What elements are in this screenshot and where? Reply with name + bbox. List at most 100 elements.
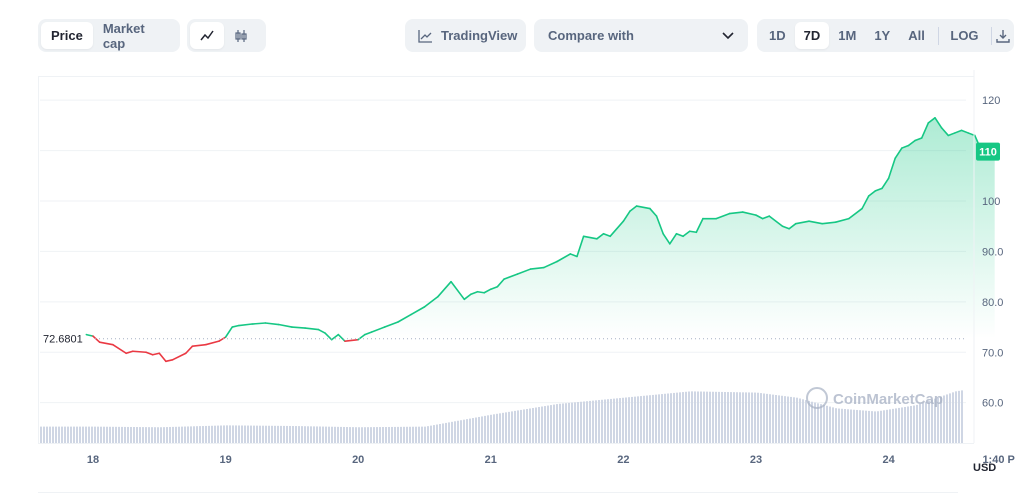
volume-bar <box>91 426 93 443</box>
price-segment-up <box>251 322 267 325</box>
price-labels: 72.6801 110 <box>43 142 1000 346</box>
volume-bar <box>598 400 600 443</box>
volume-bar <box>307 426 309 443</box>
price-segment-up <box>715 212 731 220</box>
volume-bar <box>394 426 396 443</box>
y-tick-label: 120 <box>982 95 1000 107</box>
volume-bar <box>64 426 66 443</box>
price-segment-up <box>781 225 790 230</box>
price-segment-up <box>755 214 764 220</box>
x-tick-label: 23 <box>750 454 762 466</box>
price-segment-down <box>165 359 174 363</box>
volume-bar <box>508 411 510 443</box>
volume-bar <box>214 425 216 443</box>
volume-bar <box>244 425 246 443</box>
range-1m[interactable]: 1M <box>838 28 857 43</box>
volume-bar <box>376 427 378 443</box>
range-7d[interactable]: 7D <box>794 22 830 49</box>
price-segment-up <box>655 215 664 235</box>
line-chart-icon[interactable] <box>190 22 224 49</box>
volume-bar <box>682 392 684 443</box>
price-segment-up <box>927 117 936 124</box>
volume-bar <box>544 406 546 443</box>
volume-bar <box>625 397 627 443</box>
volume-bar <box>202 426 204 443</box>
volume-bar <box>130 426 132 443</box>
volume-bar <box>724 391 726 443</box>
volume-bar <box>85 426 87 443</box>
y-tick-label: 80.0 <box>982 297 1003 309</box>
volume-bar <box>694 391 696 443</box>
range-1y[interactable]: 1Y <box>874 28 891 43</box>
compare-with-select[interactable]: Compare with <box>534 19 748 52</box>
price-segment-up <box>483 288 492 294</box>
volume-bar <box>772 394 774 443</box>
range-all[interactable]: All <box>908 28 925 43</box>
price-segment-up <box>934 117 943 129</box>
volume-bar <box>43 426 45 443</box>
volume-bar <box>655 394 657 443</box>
volume-bar <box>577 402 579 443</box>
volume-bar <box>181 426 183 443</box>
volume-bar <box>673 392 675 443</box>
candlestick-icon[interactable] <box>224 22 258 49</box>
price-segment-up <box>450 280 466 301</box>
price-tab[interactable]: Price <box>41 22 93 49</box>
volume-bar <box>199 426 201 443</box>
volume-bar <box>481 416 483 443</box>
volume-bar <box>583 401 585 443</box>
volume-bar <box>343 426 345 443</box>
range-1d[interactable]: 1D <box>769 28 786 43</box>
volume-bar <box>100 426 102 443</box>
volume-bar <box>703 391 705 443</box>
price-segment-down <box>158 352 167 363</box>
price-segment-down <box>145 351 154 356</box>
price-segment-up <box>768 215 784 228</box>
x-tick-label: 19 <box>219 454 231 466</box>
price-segment-up <box>881 177 890 190</box>
volume-bar <box>958 390 960 443</box>
volume-bar <box>445 422 447 443</box>
volume-bar <box>637 396 639 443</box>
price-segment-up <box>669 232 678 245</box>
price-segment-up <box>940 127 950 137</box>
volume-bar <box>817 403 819 443</box>
volume-bar <box>871 411 873 443</box>
volume-bar <box>136 427 138 443</box>
volume-bar <box>457 420 459 443</box>
price-segment-down <box>151 352 161 356</box>
volume-bar <box>46 426 48 443</box>
volume-bar <box>472 418 474 443</box>
volume-bar <box>55 426 57 443</box>
volume-bar <box>589 400 591 443</box>
volume-bar <box>436 424 438 443</box>
volume-bar <box>799 398 801 443</box>
volume-bar <box>757 392 759 443</box>
x-tick-label: 22 <box>617 454 629 466</box>
volume-bar <box>196 426 198 443</box>
volume-bar <box>274 425 276 443</box>
volume-bar <box>769 394 771 443</box>
y-tick-label: 100 <box>982 196 1000 208</box>
volume-bar <box>919 403 921 443</box>
chart-footer-divider <box>38 492 958 493</box>
price-segment-up <box>629 205 638 212</box>
volume-bar <box>664 393 666 443</box>
price-area <box>86 117 995 339</box>
volume-bar <box>760 393 762 443</box>
volume-bar <box>568 402 570 443</box>
tradingview-button[interactable]: TradingView <box>405 19 526 52</box>
volume-bar <box>430 425 432 443</box>
download-icon[interactable] <box>995 22 1011 49</box>
price-segment-down <box>344 338 360 342</box>
volume-bar <box>469 418 471 443</box>
volume-bar <box>676 392 678 443</box>
volume-bar <box>148 427 150 443</box>
volume-bar <box>940 396 942 443</box>
volume-bar <box>439 424 441 443</box>
log-button[interactable]: LOG <box>950 28 979 43</box>
market-cap-tab[interactable]: Market cap <box>102 20 145 51</box>
volume-bar <box>652 394 654 443</box>
volume-bar <box>712 391 714 443</box>
price-segment-up <box>602 232 611 238</box>
